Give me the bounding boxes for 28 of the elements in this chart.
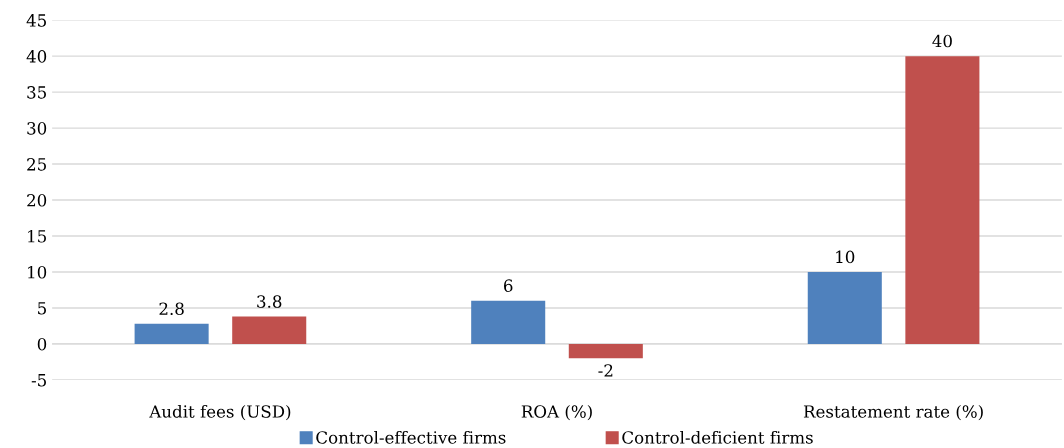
bar [807, 271, 882, 344]
y-tick-label: 25 [27, 158, 46, 171]
data-label: -2 [598, 364, 613, 377]
y-tick-label: 5 [38, 302, 46, 315]
bar [232, 316, 307, 344]
y-tick-label: 30 [27, 122, 47, 135]
legend-label: Control-deficient firms [622, 430, 813, 444]
y-tick-label: -5 [31, 374, 46, 387]
y-tick-label: 10 [28, 265, 47, 279]
y-tick-label: 45 [26, 14, 46, 27]
bar [905, 56, 980, 344]
y-tick-label: 0 [37, 337, 47, 351]
y-tick-label: 35 [27, 86, 46, 99]
bar [568, 343, 643, 359]
data-label: 40 [932, 34, 952, 48]
data-label: 10 [836, 250, 855, 264]
data-label: 2.8 [159, 302, 184, 315]
x-tick-label: Restatement rate (%) [803, 404, 983, 421]
data-label: 3.8 [257, 295, 282, 308]
x-tick-label: ROA (%) [521, 404, 592, 421]
x-tick-label: Audit fees (USD) [149, 404, 291, 421]
data-label: 6 [504, 279, 513, 292]
y-tick-label: 15 [28, 229, 46, 243]
bar [134, 323, 209, 344]
y-tick-label: 40 [26, 50, 47, 63]
bar [471, 300, 546, 344]
y-tick-label: 20 [27, 193, 47, 207]
legend-label: Control-effective firms [316, 430, 506, 444]
